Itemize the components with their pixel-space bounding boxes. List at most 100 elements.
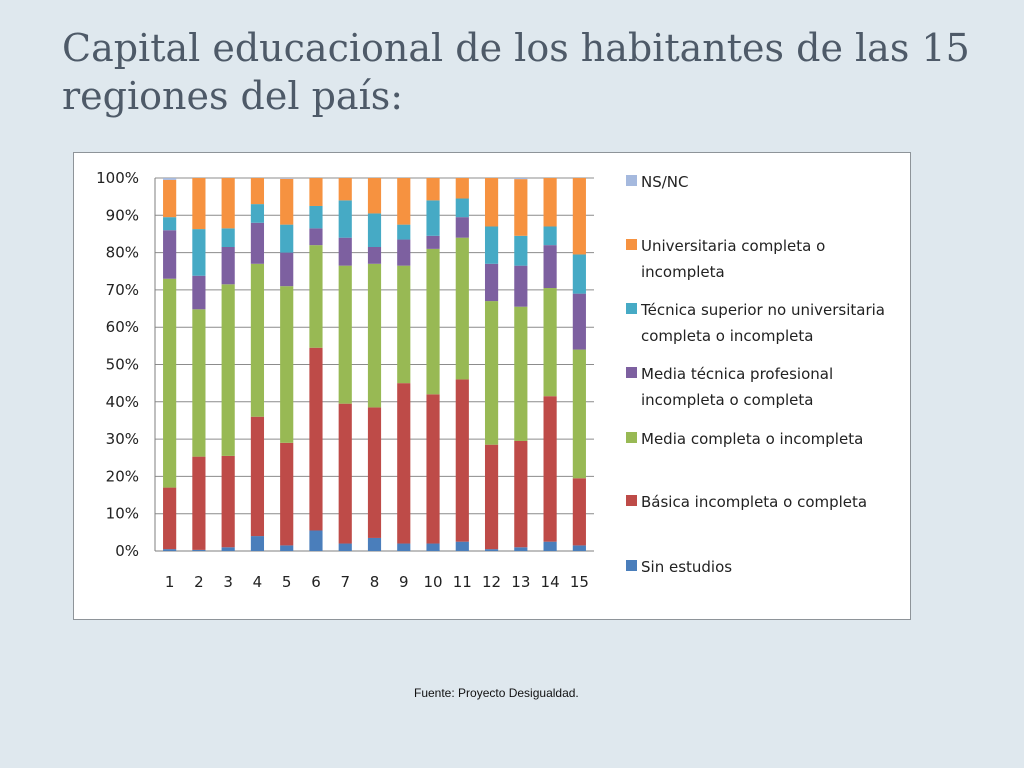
bar-segment (192, 456, 206, 550)
bar-segment (572, 545, 586, 551)
bar-segment (221, 284, 235, 456)
bar-segment (514, 178, 528, 180)
bar-segment (163, 179, 177, 218)
bar-segment (514, 265, 528, 307)
legend-label: incompleta o completa (641, 391, 813, 409)
bar-segment (367, 263, 382, 408)
bar-segment (163, 487, 177, 550)
bar-segment (426, 235, 440, 249)
bar-segment (250, 263, 265, 417)
bar-segment (221, 178, 235, 229)
bar-segment (280, 178, 294, 225)
y-tick-label: 100% (96, 169, 139, 187)
x-tick-label: 9 (399, 573, 409, 591)
bar-segment (397, 178, 411, 225)
y-tick-label: 80% (106, 244, 139, 262)
bar-segment (309, 228, 323, 246)
bar-segment (309, 347, 323, 531)
x-tick-label: 6 (311, 573, 321, 591)
x-tick-label: 8 (370, 573, 380, 591)
bar-segment (455, 178, 469, 199)
bar-segment (338, 178, 352, 201)
bar-segment (163, 230, 177, 279)
legend-swatch (626, 560, 637, 571)
bar-segment (397, 239, 411, 266)
bar-segment (309, 530, 323, 551)
x-tick-label: 1 (165, 573, 175, 591)
y-tick-label: 10% (106, 505, 139, 523)
x-tick-label: 14 (541, 573, 560, 591)
bar-segment (367, 178, 382, 214)
bar-segment (367, 537, 382, 551)
y-tick-label: 30% (106, 430, 139, 448)
y-tick-label: 20% (106, 467, 139, 485)
x-tick-label: 4 (253, 573, 263, 591)
bar-segment (338, 403, 352, 544)
y-tick-label: 40% (106, 393, 139, 411)
bar-segment (455, 217, 469, 238)
y-tick-label: 0% (115, 542, 139, 560)
bar-segment (543, 178, 557, 227)
bar-segment (514, 547, 528, 551)
bar-segment (367, 213, 382, 248)
bar-segment (192, 275, 206, 310)
y-tick-label: 90% (106, 206, 139, 224)
x-tick-label: 15 (570, 573, 589, 591)
bar-segment (221, 228, 235, 248)
bar-segment (514, 179, 528, 236)
bar-segment (572, 178, 586, 255)
legend-swatch (626, 175, 637, 186)
bar-segment (280, 224, 294, 253)
bars (163, 178, 586, 551)
y-tick-label: 60% (106, 318, 139, 336)
bar-segment (338, 265, 352, 404)
bar-segment (455, 541, 469, 551)
bar-segment (543, 226, 557, 246)
bar-segment (250, 204, 265, 223)
bar-segment (280, 545, 294, 551)
y-axis-ticks: 0% 10% 20% 30% 40% 50% 60% 70% 80% 90% 100% (96, 169, 139, 560)
bar-segment (397, 224, 411, 240)
bar-segment (309, 205, 323, 229)
x-tick-label: 12 (482, 573, 501, 591)
bar-segment (543, 288, 557, 397)
bar-segment (367, 247, 382, 264)
bar-segment (455, 379, 469, 542)
bar-segment (250, 536, 265, 551)
bar-segment (367, 407, 382, 538)
x-tick-label: 10 (423, 573, 442, 591)
bar-segment (309, 245, 323, 348)
bar-segment (338, 237, 352, 266)
bar-segment (163, 549, 177, 551)
bar-segment (280, 252, 294, 287)
bar-segment (221, 247, 235, 285)
legend-swatch (626, 495, 637, 506)
y-tick-label: 50% (106, 356, 139, 374)
bar-segment (397, 383, 411, 544)
bar-segment (397, 265, 411, 384)
bar-segment (543, 541, 557, 551)
slide-title: Capital educacional de los habitantes de… (62, 26, 970, 118)
bar-segment (484, 263, 499, 302)
legend-label: Sin estudios (641, 558, 732, 576)
legend-label: completa o incompleta (641, 327, 813, 345)
bar-segment (572, 349, 586, 479)
bar-segment (543, 245, 557, 289)
bar-segment (543, 396, 557, 542)
bar-segment (163, 217, 177, 231)
bar-segment (280, 286, 294, 443)
bar-segment (250, 178, 265, 205)
bar-segment (250, 416, 265, 537)
legend-label: Universitaria completa o (641, 237, 825, 255)
legend-label: Media completa o incompleta (641, 430, 863, 448)
bar-segment (572, 293, 586, 350)
bar-segment (455, 198, 469, 218)
bar-segment (338, 200, 352, 238)
bar-segment (192, 229, 206, 276)
bar-segment (484, 226, 499, 264)
legend-swatch (626, 239, 637, 250)
bar-segment (514, 440, 528, 548)
x-tick-label: 7 (340, 573, 350, 591)
bar-segment (484, 444, 499, 550)
bar-segment (250, 222, 265, 264)
